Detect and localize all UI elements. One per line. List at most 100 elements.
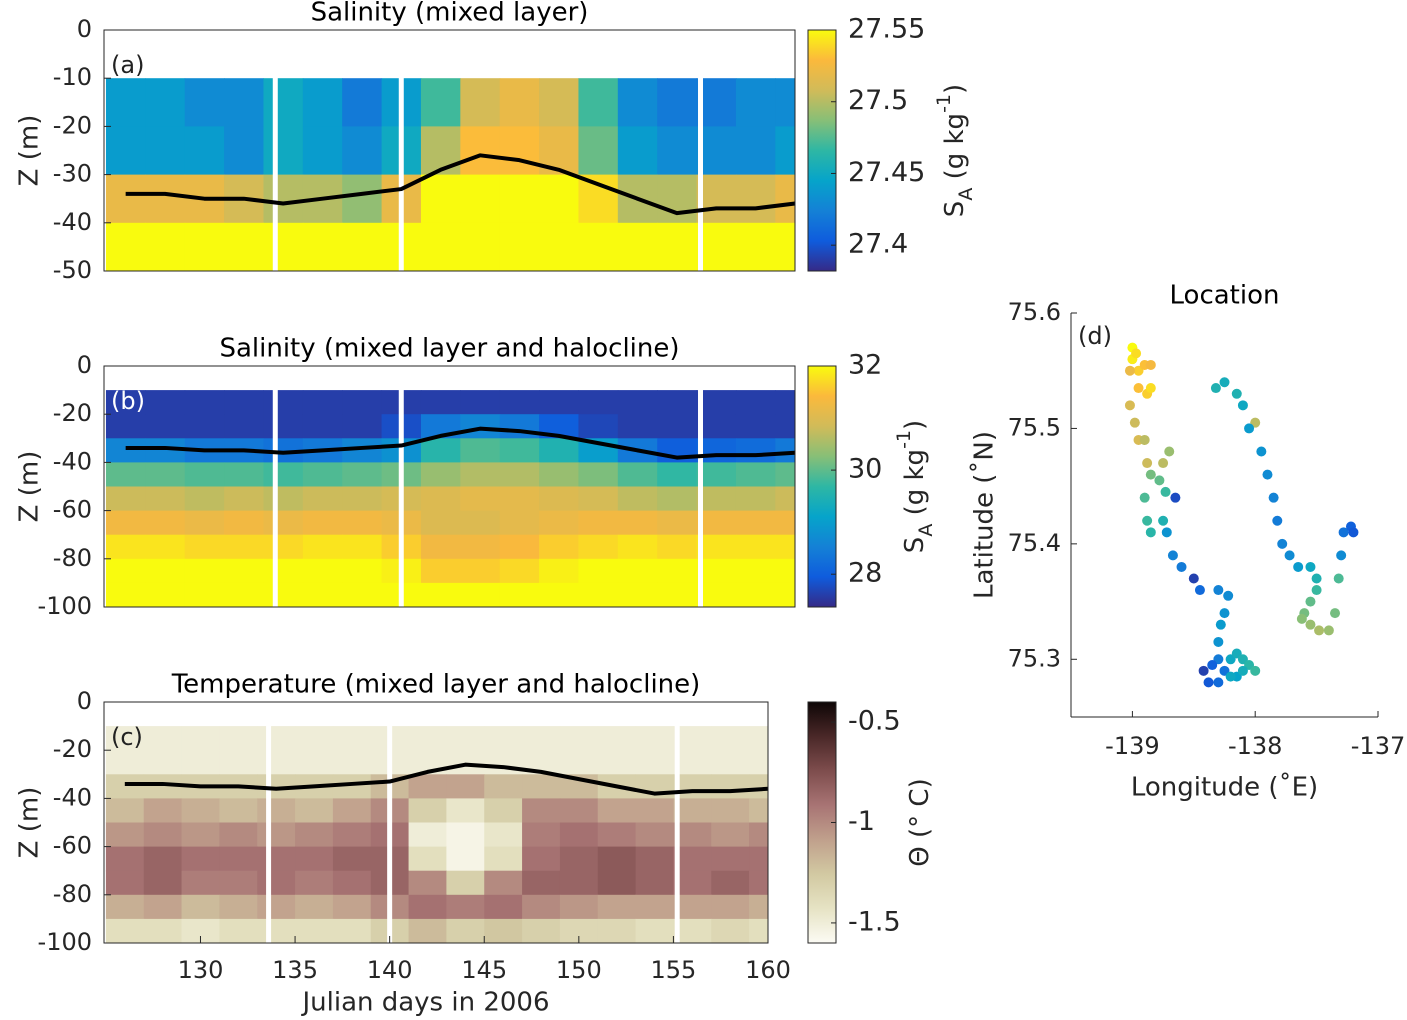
x-tick-label: 155: [651, 956, 697, 984]
cell: [522, 726, 561, 751]
cell: [181, 750, 220, 775]
location-point: [1145, 527, 1156, 538]
cell: [257, 918, 296, 944]
cell: [484, 918, 523, 944]
location-point: [1124, 400, 1135, 411]
cell: [460, 558, 501, 584]
cell: [105, 222, 146, 272]
location-point: [1145, 359, 1156, 370]
cell: [408, 774, 447, 799]
colorbar: [807, 29, 837, 272]
cell: [749, 726, 769, 751]
cell: [775, 534, 796, 560]
cell: [145, 222, 186, 272]
cell: [302, 222, 343, 272]
cell: [696, 510, 737, 536]
cell: [224, 486, 264, 512]
y-tick-label: -40: [53, 208, 92, 236]
cell: [696, 174, 737, 224]
cell: [522, 774, 561, 799]
cell: [420, 558, 461, 584]
x-tick-label: 140: [367, 956, 413, 984]
cell: [657, 414, 698, 439]
cell: [446, 774, 485, 799]
cell: [539, 582, 579, 608]
cell: [184, 510, 225, 536]
cell: [657, 582, 698, 608]
cell: [749, 774, 769, 799]
panel-label: (c): [111, 723, 143, 751]
cell: [420, 78, 461, 127]
cell: [105, 750, 145, 775]
cell: [342, 390, 383, 415]
cell: [263, 582, 304, 608]
location-point: [1330, 608, 1341, 619]
cell: [263, 558, 304, 584]
cell: [420, 462, 461, 487]
cell: [145, 582, 186, 608]
cell: [257, 846, 296, 872]
colorbar-label-part: A: [915, 524, 937, 537]
cell: [224, 390, 264, 415]
cell: [181, 846, 220, 872]
cell: [184, 126, 225, 176]
cell: [775, 510, 796, 536]
cell: [559, 846, 599, 872]
y-tick-label: -40: [53, 783, 92, 811]
cell: [184, 390, 225, 415]
location-point: [1277, 538, 1288, 549]
location-point: [1210, 383, 1221, 394]
cell: [617, 222, 658, 272]
location-point: [1213, 636, 1224, 647]
cell: [522, 822, 561, 848]
cell: [420, 222, 461, 272]
colorbar: [807, 365, 837, 608]
y-tick-label: -30: [53, 160, 92, 188]
cell: [559, 726, 599, 751]
cell: [735, 78, 776, 127]
cell: [775, 78, 796, 127]
x-axis-label: Longitude (˚E): [1131, 773, 1318, 803]
cell: [597, 798, 637, 823]
location-point: [1176, 561, 1187, 572]
cell: [332, 822, 372, 848]
cell: [105, 174, 146, 224]
y-axis-label: Z (m): [15, 115, 45, 187]
cell: [484, 798, 523, 823]
cell: [302, 78, 343, 127]
cell: [696, 222, 737, 272]
cell: [539, 222, 579, 272]
cell: [257, 726, 296, 751]
location-point: [1145, 469, 1156, 480]
colorbar-tick-label: 27.55: [848, 14, 925, 45]
cell: [342, 534, 383, 560]
location-point: [1213, 585, 1224, 596]
data-gap: [387, 702, 393, 943]
cell: [105, 390, 146, 415]
cell: [735, 414, 776, 439]
cell: [696, 390, 737, 415]
cell: [302, 414, 343, 439]
cell: [617, 126, 658, 176]
cell: [749, 870, 769, 896]
cell: [420, 438, 461, 463]
cell: [332, 726, 372, 751]
cell: [499, 222, 540, 272]
cell: [775, 438, 796, 463]
panel-label: (a): [111, 51, 144, 79]
data-gap: [698, 366, 704, 607]
cell: [460, 486, 501, 512]
cell: [749, 798, 769, 823]
cell: [673, 822, 712, 848]
data-gap: [266, 702, 272, 943]
y-tick-label: -100: [38, 928, 92, 956]
cell: [302, 534, 343, 560]
cell: [775, 486, 796, 512]
x-tick-label: 145: [461, 956, 507, 984]
cell: [559, 750, 599, 775]
location-point: [1170, 492, 1181, 503]
colorbar-label-part: ): [940, 84, 970, 94]
cell: [224, 414, 264, 439]
cell: [342, 510, 383, 536]
cell: [342, 174, 383, 224]
